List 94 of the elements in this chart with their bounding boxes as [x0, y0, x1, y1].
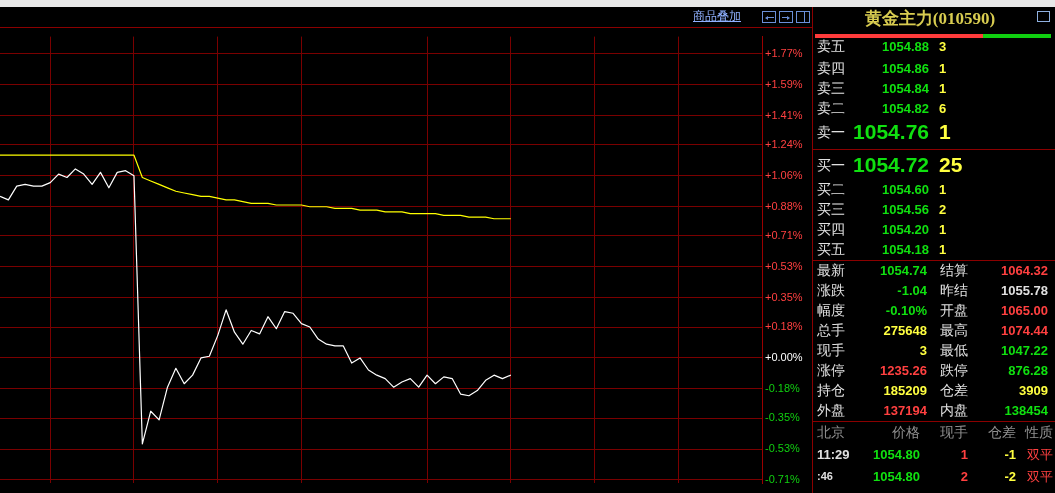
- text: 总手: [817, 322, 845, 339]
- text: 卖四: [817, 60, 845, 77]
- text: 双平: [1027, 446, 1053, 462]
- text: 现手: [817, 342, 845, 359]
- text: 1: [939, 181, 947, 197]
- y-tick-label: +0.53%: [765, 259, 803, 272]
- text: 北京: [817, 424, 845, 441]
- y-tick-label: +1.41%: [765, 108, 803, 121]
- y-tick-label: -0.18%: [765, 381, 801, 394]
- text: 3909: [1019, 382, 1048, 398]
- text: 1054.72: [853, 153, 929, 177]
- text: 外盘: [817, 402, 845, 419]
- y-tick-label: +1.77%: [765, 46, 803, 59]
- text: 双平: [1027, 468, 1053, 484]
- text: 6: [939, 100, 947, 116]
- text: 1: [939, 80, 947, 96]
- text: 1054.86: [882, 60, 929, 76]
- y-tick-label: +0.00%: [765, 350, 803, 363]
- y-tick-label: +1.06%: [765, 168, 803, 181]
- text: 1: [939, 241, 947, 257]
- text: 买一: [817, 157, 845, 174]
- text: 1: [960, 446, 968, 462]
- text: 现手: [940, 424, 968, 441]
- text: 137194: [883, 402, 927, 418]
- text: 1: [939, 221, 947, 237]
- text: 25: [939, 153, 963, 177]
- y-tick-label: +0.35%: [765, 290, 803, 303]
- text: -1.04: [897, 282, 927, 298]
- text: 买四: [817, 221, 845, 238]
- text: 持仓: [817, 382, 845, 399]
- text: 开盘: [940, 302, 968, 319]
- y-tick-label: +0.18%: [765, 320, 803, 333]
- text: 买二: [817, 181, 845, 198]
- text: 1054.56: [882, 201, 929, 217]
- text: 内盘: [940, 402, 968, 419]
- text: 买三: [817, 201, 845, 218]
- text: 1064.32: [1001, 262, 1048, 278]
- text: 昨结: [940, 282, 968, 299]
- text: -1: [1004, 446, 1016, 462]
- text: 卖五: [817, 38, 845, 55]
- text: 跌停: [940, 362, 968, 379]
- y-tick-label: -0.53%: [765, 442, 801, 455]
- y-tick-label: +1.24%: [765, 137, 803, 150]
- text: 3: [939, 38, 947, 54]
- text: 2: [960, 468, 968, 484]
- y-tick-label: +1.59%: [765, 77, 803, 90]
- text: 1054.88: [882, 38, 929, 54]
- text: 1047.22: [1001, 342, 1048, 358]
- text: 最新: [817, 262, 845, 279]
- text: 275648: [883, 322, 927, 338]
- y-tick-label: +0.88%: [765, 199, 803, 212]
- y-tick-label: -0.71%: [765, 472, 801, 485]
- text: 价格: [892, 424, 920, 441]
- text: 1235.26: [880, 362, 927, 378]
- text: 11:29: [817, 446, 850, 462]
- text: 性质: [1025, 424, 1053, 441]
- text: 1054.74: [880, 262, 927, 278]
- text: 138454: [1004, 402, 1048, 418]
- text: 1054.76: [853, 120, 929, 144]
- text: 1065.00: [1001, 302, 1048, 318]
- text: 幅度: [817, 302, 845, 319]
- y-tick-label: +0.71%: [765, 228, 803, 241]
- text: 3: [919, 342, 927, 358]
- text: 涨跌: [817, 282, 845, 299]
- text: 1054.84: [882, 80, 929, 96]
- text: :46: [817, 469, 833, 482]
- text: 1054.82: [882, 100, 929, 116]
- text: 1074.44: [1001, 322, 1048, 338]
- text: 涨停: [817, 362, 845, 379]
- text: 最高: [940, 322, 968, 339]
- text: 商品叠加: [693, 9, 741, 24]
- text: 结算: [940, 262, 968, 279]
- text: 卖一: [817, 124, 845, 141]
- text: -0.10%: [885, 302, 927, 318]
- text: 卖二: [817, 100, 845, 117]
- text: 1: [939, 120, 951, 144]
- text: 2: [939, 201, 947, 217]
- text: 1054.20: [882, 221, 929, 237]
- text: 1054.18: [882, 241, 929, 257]
- text: 185209: [883, 382, 927, 398]
- text: 1054.80: [873, 446, 920, 462]
- y-tick-label: -0.35%: [765, 411, 801, 424]
- text: 1: [939, 60, 947, 76]
- text: 黄金主力(010590): [864, 8, 996, 28]
- text: 卖三: [817, 80, 845, 97]
- text: 仓差: [988, 424, 1016, 441]
- text: 1054.60: [882, 181, 929, 197]
- text: 最低: [940, 342, 968, 359]
- text: -2: [1004, 468, 1016, 484]
- text: 仓差: [940, 382, 968, 399]
- text: 买五: [817, 241, 845, 258]
- text: 1055.78: [1001, 282, 1048, 298]
- text: 876.28: [1008, 362, 1048, 378]
- text: 1054.80: [873, 468, 920, 484]
